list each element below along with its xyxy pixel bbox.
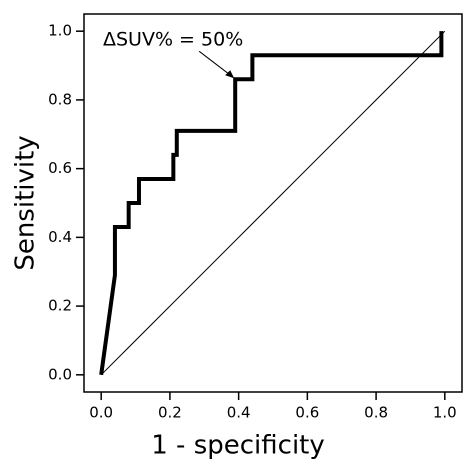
plot-frame [83, 13, 463, 393]
x-tick-label: 0.8 [364, 404, 388, 422]
annotation-text: ΔSUV% = 50% [103, 29, 243, 51]
y-tick-label: 1.0 [48, 22, 72, 40]
x-tick-label: 0.4 [227, 404, 251, 422]
y-tick-label: 0.0 [48, 365, 72, 383]
y-tick-label: 0.4 [48, 228, 72, 246]
x-tick-label: 0.0 [89, 404, 113, 422]
annotation-arrowhead [225, 70, 235, 79]
roc-line [99, 31, 444, 376]
x-tick-label: 1.0 [433, 404, 457, 422]
annotation-arrow [198, 50, 234, 78]
y-tick-label: 0.6 [48, 159, 72, 177]
reference-line [100, 30, 446, 376]
y-axis-label: Sensitivity [11, 135, 41, 270]
x-tick-label: 0.2 [158, 404, 182, 422]
x-tick-label: 0.6 [295, 404, 319, 422]
y-tick-label: 0.2 [48, 297, 72, 315]
y-tick-label: 0.8 [48, 90, 72, 108]
x-axis-label: 1 - specificity [151, 431, 325, 461]
